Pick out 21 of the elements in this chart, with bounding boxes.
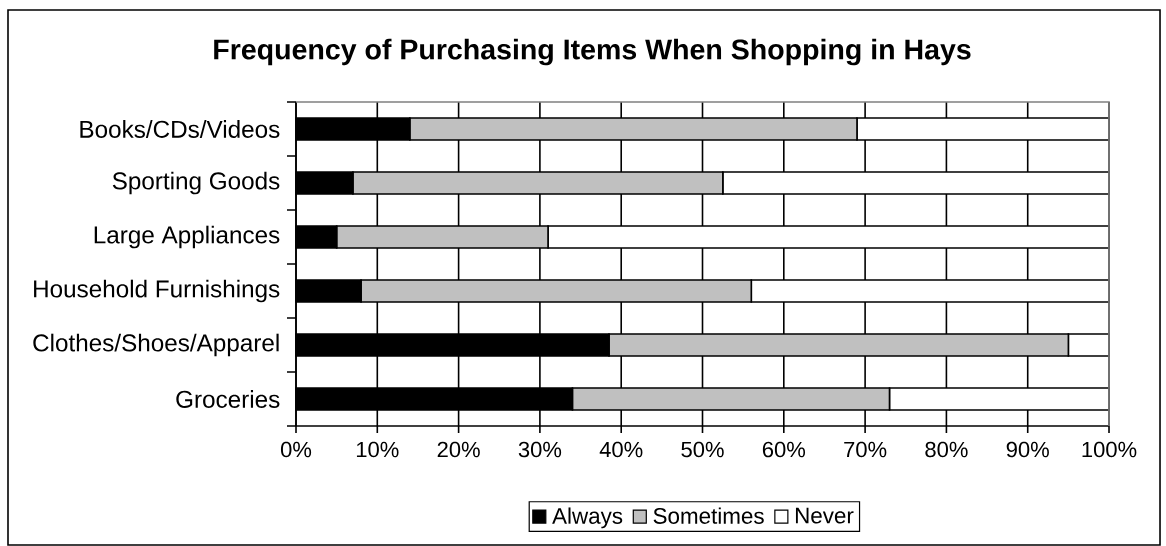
x-tick-label: 10% (356, 441, 399, 458)
y-tick-label: Large Appliances (94, 225, 280, 249)
x-tick-label: 30% (518, 441, 562, 458)
x-tick-label: 20% (437, 441, 480, 458)
legend-label: Never (795, 507, 854, 524)
x-tick-label: 0% (280, 441, 312, 458)
x-tick-label: 100% (1082, 441, 1137, 458)
chart-title: Frequency of Purchasing Items When Shopping in Hays (214, 38, 971, 66)
y-tick-label: Sporting Goods (112, 171, 280, 195)
y-tick-label: Clothes/Shoes/Apparel (33, 333, 279, 357)
x-tick-label: 70% (844, 441, 887, 458)
x-tick-label: 50% (681, 441, 724, 458)
y-tick-label: Books/CDs/Videos (80, 120, 280, 138)
legend-label: Sometimes (653, 507, 764, 524)
x-tick-label: 90% (1006, 441, 1049, 458)
legend-label: Always (552, 507, 623, 529)
x-tick-label: 80% (925, 441, 968, 458)
x-tick-label: 60% (762, 441, 806, 458)
x-tick-label: 40% (599, 441, 643, 458)
y-tick-label: Household Furnishings (34, 279, 280, 303)
y-tick-label: Groceries (176, 390, 280, 408)
